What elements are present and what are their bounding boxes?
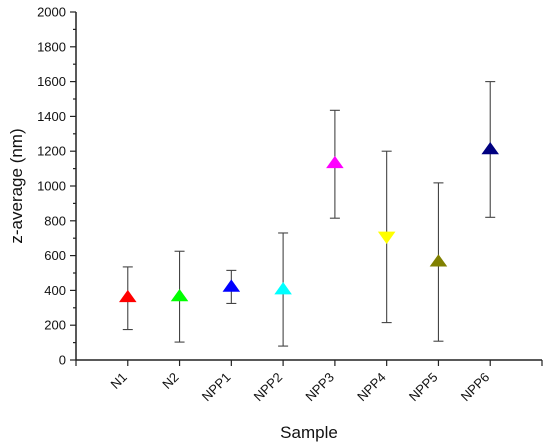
y-tick-label: 1800 — [37, 39, 66, 54]
x-axis-title: Sample — [280, 423, 338, 442]
y-tick-label: 800 — [44, 213, 66, 228]
data-point-marker — [274, 282, 292, 295]
x-tick-label: NPP5 — [406, 370, 441, 405]
y-axis-title: z-average (nm) — [7, 128, 26, 243]
x-tick-label: NPP1 — [199, 370, 234, 405]
y-tick-label: 0 — [59, 353, 66, 368]
data-point-marker — [119, 289, 137, 303]
data-point-marker — [222, 279, 241, 292]
x-tick-label: N1 — [108, 370, 130, 392]
y-tick-label: 1600 — [37, 74, 66, 89]
x-tick-label: NPP4 — [354, 370, 389, 405]
data-point-marker — [481, 141, 499, 155]
y-tick-label: 1200 — [37, 144, 66, 159]
data-point-marker — [170, 289, 189, 302]
y-tick-label: 200 — [44, 318, 66, 333]
x-tick-label: NPP6 — [458, 370, 493, 405]
data-point-marker — [326, 155, 344, 169]
y-tick-label: 2000 — [37, 5, 66, 20]
x-tick-label: NPP2 — [251, 370, 286, 405]
y-tick-label: 1400 — [37, 109, 66, 124]
x-tick-label: NPP3 — [302, 370, 337, 405]
axes: 0 200 400 600 800 1000 1200 1400 1600 1800 2000 N1 N… — [37, 5, 543, 405]
y-tick-label: 1000 — [37, 179, 66, 194]
x-tick-label: N2 — [159, 370, 181, 392]
y-tick-label: 400 — [44, 283, 66, 298]
data-markers — [119, 141, 499, 303]
error-bars — [122, 81, 496, 347]
data-point-marker — [429, 254, 448, 267]
data-point-marker — [377, 231, 396, 244]
y-tick-label: 600 — [44, 248, 66, 263]
